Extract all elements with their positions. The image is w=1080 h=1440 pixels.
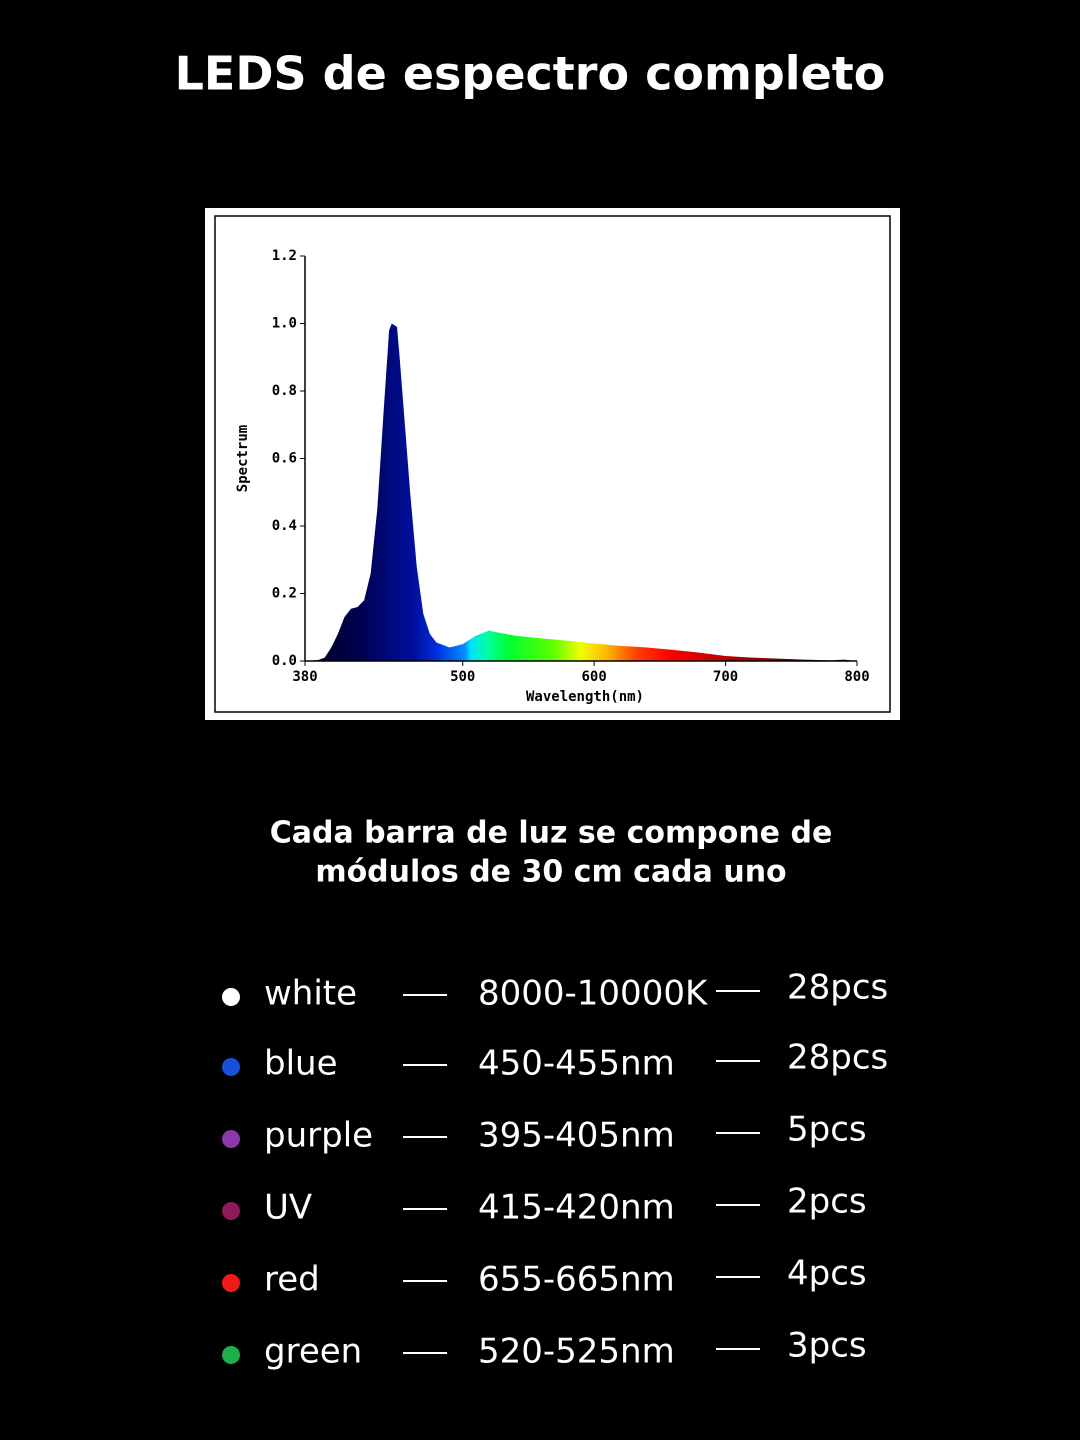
chart-panel bbox=[205, 208, 900, 720]
led-count: 28pcs bbox=[787, 968, 888, 1008]
led-dot bbox=[222, 1274, 240, 1292]
led-name: blue bbox=[264, 1044, 338, 1084]
y-tick-label: 1.2 bbox=[272, 248, 297, 264]
led-name: green bbox=[264, 1332, 362, 1372]
y-tick-label: 0.4 bbox=[272, 518, 297, 534]
led-name: white bbox=[264, 974, 357, 1014]
y-tick-label: 0.8 bbox=[272, 383, 297, 399]
subtitle: módulos de 30 cm cada uno bbox=[315, 855, 786, 890]
led-list: white 8000-10000K 28pcs blue 450-455nm 28pcs p… bbox=[222, 968, 888, 1372]
y-tick-label: 0.6 bbox=[272, 451, 297, 467]
led-count: 3pcs bbox=[787, 1326, 867, 1366]
x-tick-label: 600 bbox=[581, 669, 606, 685]
y-tick-label: 0.0 bbox=[272, 653, 297, 669]
led-range: 450-455nm bbox=[478, 1044, 675, 1084]
led-count: 28pcs bbox=[787, 1038, 888, 1078]
led-dot bbox=[222, 1202, 240, 1220]
led-range: 655-665nm bbox=[478, 1260, 675, 1300]
led-name: purple bbox=[264, 1116, 373, 1156]
x-tick-label: 800 bbox=[844, 669, 869, 685]
subtitle: Cada barra de luz se compone de bbox=[270, 816, 833, 851]
led-range: 415-420nm bbox=[478, 1188, 675, 1228]
x-tick-label: 380 bbox=[292, 669, 317, 685]
title: LEDS de espectro completo bbox=[175, 47, 886, 101]
led-range: 520-525nm bbox=[478, 1332, 675, 1372]
led-count: 2pcs bbox=[787, 1182, 867, 1222]
led-count: 5pcs bbox=[787, 1110, 867, 1150]
y-tick-label: 1.0 bbox=[272, 316, 297, 332]
led-count: 4pcs bbox=[787, 1254, 867, 1294]
led-dot bbox=[222, 1130, 240, 1148]
plot: 0.0 0.2 0.4 0.6 0.8 1.0 1.2 380 500 600 700 800 Wave… bbox=[235, 248, 870, 705]
led-name: UV bbox=[264, 1188, 312, 1228]
led-dot bbox=[222, 1346, 240, 1364]
x-tick-label: 700 bbox=[713, 669, 738, 685]
led-dot bbox=[222, 1058, 240, 1076]
x-axis-label: Wavelength(nm) bbox=[526, 689, 644, 705]
led-name: red bbox=[264, 1260, 320, 1300]
chart-frame bbox=[214, 215, 891, 713]
spectrum-area bbox=[305, 323, 857, 661]
y-tick-label: 0.2 bbox=[272, 586, 297, 602]
led-range: 8000-10000K bbox=[478, 974, 709, 1014]
led-range: 395-405nm bbox=[478, 1116, 675, 1156]
x-tick-label: 500 bbox=[450, 669, 475, 685]
led-dot bbox=[222, 988, 240, 1006]
y-axis-label: Spectrum bbox=[235, 425, 251, 492]
